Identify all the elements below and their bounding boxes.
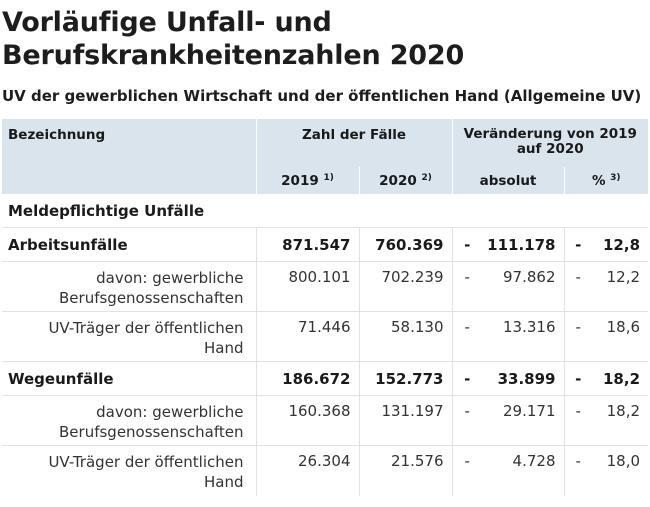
cell-pct-sign: - <box>563 311 592 362</box>
row-label-line-2: Berufsgenossenschaften <box>59 289 244 307</box>
cell-abs: 33.899 <box>482 361 564 396</box>
cell-pct: 18,2 <box>592 361 649 396</box>
cell-abs-sign: - <box>451 311 482 362</box>
row-label-line-2: Hand <box>204 339 244 357</box>
cell-abs: 4.728 <box>482 445 564 496</box>
section-row: Meldepflichtige Unfälle <box>2 194 648 228</box>
cell-2019: 186.672 <box>255 361 359 396</box>
table-row: Arbeitsunfälle 871.547 760.369 - 111.178… <box>2 227 649 262</box>
cell-2020: 760.369 <box>358 227 452 262</box>
cell-abs: 111.178 <box>482 227 564 262</box>
statistics-table: Bezeichnung Zahl der Fälle Veränderung v… <box>2 119 649 496</box>
row-label: davon: gewerbliche Berufsgenossenschafte… <box>2 395 256 446</box>
header-year-2019: 2019 1) <box>255 167 359 194</box>
cell-abs: 97.862 <box>482 261 564 312</box>
cell-2019: 71.446 <box>255 311 359 362</box>
table-row: davon: gewerbliche Berufsgenossenschafte… <box>2 395 649 446</box>
cell-pct: 18,2 <box>592 395 649 446</box>
cell-abs: 29.171 <box>482 395 564 446</box>
cell-pct-sign: - <box>563 361 592 396</box>
cell-abs-sign: - <box>451 227 482 262</box>
title-line-1: Vorläufige Unfall- und <box>2 7 332 38</box>
header-absolute: absolut <box>451 167 564 194</box>
cell-pct: 12,8 <box>592 227 649 262</box>
table-row: UV-Träger der öffentlichen Hand 71.446 5… <box>2 311 649 362</box>
table-header-row: Bezeichnung Zahl der Fälle Veränderung v… <box>2 119 649 167</box>
row-label-line-2: Hand <box>204 473 244 491</box>
row-label: UV-Träger der öffentlichen Hand <box>2 445 256 496</box>
header-change-line-2: auf 2020 <box>516 141 584 157</box>
row-label-line-1: davon: gewerbliche <box>96 269 244 287</box>
header-change-line-1: Veränderung von 2019 <box>463 126 637 142</box>
header-empty <box>2 167 256 194</box>
cell-pct: 12,2 <box>592 261 649 312</box>
cell-pct-sign: - <box>563 227 592 262</box>
cell-2019: 871.547 <box>255 227 359 262</box>
row-label-line-1: davon: gewerbliche <box>96 403 244 421</box>
header-percent: % 3) <box>563 167 649 194</box>
title-line-2: Berufskrankheitenzahlen 2020 <box>2 40 465 71</box>
cell-2020: 131.197 <box>358 395 452 446</box>
cell-2019: 160.368 <box>255 395 359 446</box>
header-year-2020: 2020 2) <box>358 167 452 194</box>
cell-2020: 152.773 <box>358 361 452 396</box>
cell-abs-sign: - <box>451 395 482 446</box>
cell-2019: 800.101 <box>255 261 359 312</box>
page-title: Vorläufige Unfall- und Berufskrankheiten… <box>2 6 650 72</box>
row-label-line-2: Berufsgenossenschaften <box>59 423 244 441</box>
subtitle: UV der gewerblichen Wirtschaft und der ö… <box>2 87 642 105</box>
table-subheader-row: 2019 1) 2020 2) absolut % 3) <box>2 167 649 194</box>
cell-abs: 13.316 <box>482 311 564 362</box>
cell-2020: 702.239 <box>358 261 452 312</box>
table-row: davon: gewerbliche Berufsgenossenschafte… <box>2 261 649 312</box>
cell-abs-sign: - <box>451 361 482 396</box>
row-label-line-1: UV-Träger der öffentlichen <box>48 453 244 471</box>
header-label: Bezeichnung <box>8 127 106 143</box>
cell-pct-sign: - <box>563 395 592 446</box>
cell-2020: 58.130 <box>358 311 452 362</box>
row-label: davon: gewerbliche Berufsgenossenschafte… <box>2 261 256 312</box>
cell-pct-sign: - <box>563 261 592 312</box>
table-row: Wegeunfälle 186.672 152.773 - 33.899 - 1… <box>2 361 649 396</box>
cell-abs-sign: - <box>451 261 482 312</box>
cell-2020: 21.576 <box>358 445 452 496</box>
cell-pct: 18,6 <box>592 311 649 362</box>
row-label-line-1: UV-Träger der öffentlichen <box>48 319 244 337</box>
cell-2019: 26.304 <box>255 445 359 496</box>
section-title: Meldepflichtige Unfälle <box>8 201 205 220</box>
row-label: Wegeunfälle <box>2 361 256 396</box>
cell-abs-sign: - <box>451 445 482 496</box>
cell-pct-sign: - <box>563 445 592 496</box>
row-label: Arbeitsunfälle <box>2 227 256 262</box>
header-cases: Zahl der Fälle <box>255 119 452 167</box>
header-change: Veränderung von 2019 auf 2020 <box>451 119 649 167</box>
cell-pct: 18,0 <box>592 445 649 496</box>
table-row: UV-Träger der öffentlichen Hand 26.304 2… <box>2 445 649 496</box>
row-label: UV-Träger der öffentlichen Hand <box>2 311 256 362</box>
